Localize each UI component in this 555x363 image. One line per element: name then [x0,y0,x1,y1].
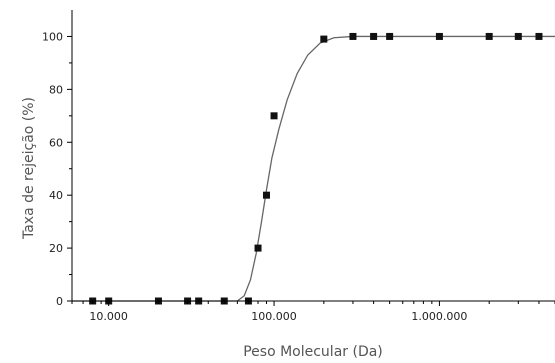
y-tick-label: 0 [56,295,63,308]
data-point [254,244,262,252]
fit-curve [72,35,555,302]
data-point [270,112,278,120]
y-tick-label: 40 [49,189,63,202]
axes-layer [71,10,555,302]
data-point [262,191,270,199]
data-point [349,32,357,40]
y-tick-label: 80 [49,83,63,96]
y-axis-label: Taxa de rejeição (%) [21,97,37,240]
y-tick-label: 20 [49,242,63,255]
x-tick-label: 10.000 [89,310,128,323]
data-point [435,32,443,40]
x-tick-label: 100.000 [251,310,297,323]
data-point [386,32,394,40]
data-point [514,32,522,40]
data-point [535,32,543,40]
y-tick-label: 60 [49,136,63,149]
fit-curve-layer [72,35,555,302]
ticks-layer: 0 20 40 60 80 100 10.000 100.000 1.000.000 [42,30,555,323]
data-point [485,32,493,40]
data-point [320,35,328,43]
y-tick-label: 100 [42,30,63,43]
x-axis-label: Peso Molecular (Da) [243,344,383,360]
data-point [370,32,378,40]
x-tick-label: 1.000.000 [411,310,467,323]
data-points-layer [89,32,543,305]
